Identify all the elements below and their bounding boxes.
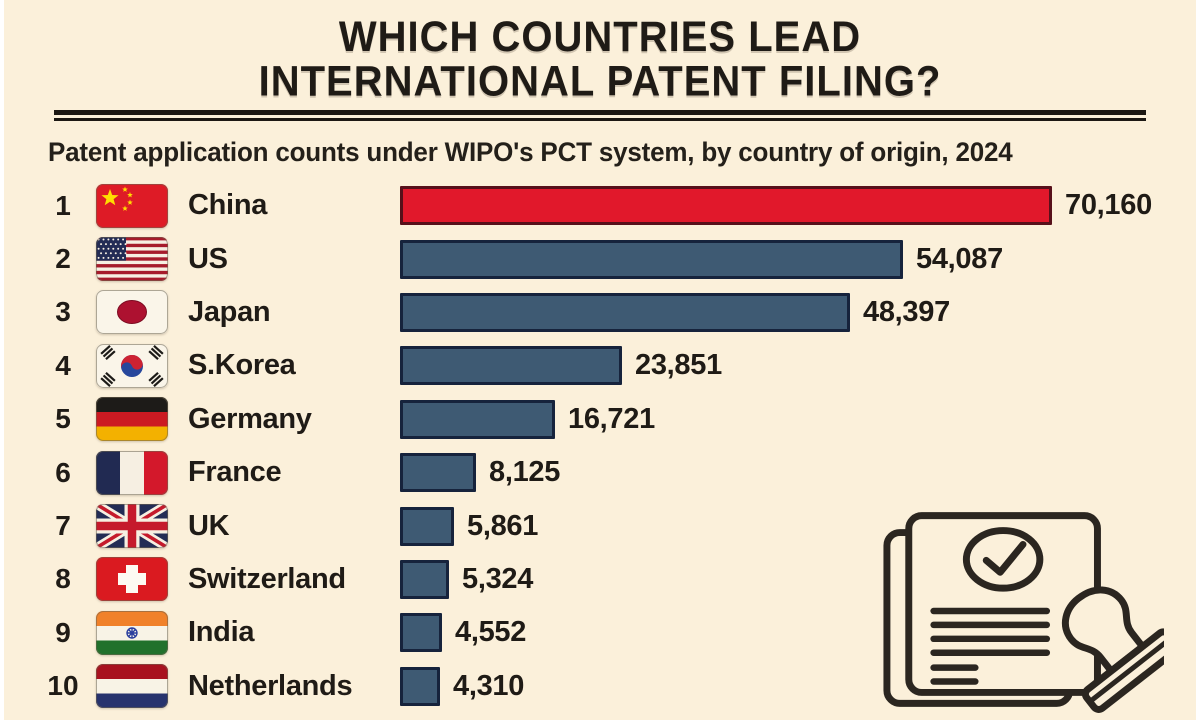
rank-label: 2: [55, 243, 71, 275]
rank-label: 7: [55, 510, 71, 542]
flag-skorea-icon: [96, 343, 168, 388]
value-label: 48,397: [863, 295, 950, 328]
flag-switzerland-icon: [96, 557, 168, 602]
title-divider: [54, 110, 1146, 121]
value-label: 8,125: [489, 456, 561, 489]
bar-cell: 23,851: [400, 346, 1196, 386]
country-label: Germany: [188, 402, 312, 435]
flag-container: [96, 504, 168, 549]
flag-container: [96, 290, 168, 335]
country-label: UK: [188, 509, 230, 542]
flag-china-icon: [96, 183, 168, 228]
flag-japan-icon: [96, 290, 168, 335]
value-bar: [400, 666, 440, 706]
document-approved-stamp-icon: [883, 512, 1164, 713]
value-bar: [400, 613, 442, 653]
country-label: France: [188, 456, 282, 489]
value-bar: [400, 239, 903, 279]
chart-row: 7 UK 5,861: [42, 499, 1196, 552]
flag-container: [96, 183, 168, 228]
value-bar: [400, 453, 476, 493]
value-label: 54,087: [916, 242, 1003, 275]
value-label: 4,552: [455, 616, 527, 649]
flag-container: [96, 397, 168, 442]
chart-row: 6 France 8,125: [42, 446, 1196, 499]
flag-container: [96, 664, 168, 709]
rank-label: 1: [55, 189, 71, 221]
value-label: 5,861: [467, 509, 539, 542]
bar-cell: 48,397: [400, 292, 1196, 332]
value-bar: [400, 399, 555, 439]
country-label: China: [188, 189, 268, 222]
title-line-2: INTERNATIONAL PATENT FILING?: [258, 58, 942, 105]
rank-label: 3: [55, 296, 71, 328]
value-label: 23,851: [635, 349, 722, 382]
flag-us-icon: [96, 237, 168, 282]
infographic-canvas: WHICH COUNTRIES LEAD INTERNATIONAL PATEN…: [4, 0, 1196, 720]
bar-cell: 5,324: [400, 559, 1196, 599]
rank-label: 5: [55, 403, 71, 435]
bar-cell: 16,721: [400, 399, 1196, 439]
bar-cell: 70,160: [400, 186, 1196, 226]
flag-container: [96, 343, 168, 388]
value-label: 5,324: [462, 562, 534, 595]
rank-label: 6: [55, 456, 71, 488]
country-label: US: [188, 242, 228, 275]
bar-cell: 4,552: [400, 613, 1196, 653]
value-bar: [400, 346, 622, 386]
country-label: Netherlands: [188, 669, 353, 702]
flag-container: [96, 610, 168, 655]
rank-label: 10: [47, 670, 79, 702]
flag-india-icon: [96, 610, 168, 655]
flag-france-icon: [96, 450, 168, 495]
divider-thin-rule: [54, 118, 1146, 121]
value-label: 16,721: [568, 402, 655, 435]
divider-thick-rule: [54, 110, 1146, 115]
value-bar: [400, 186, 1052, 226]
chart-row: 5 Germany 16,721: [42, 393, 1196, 446]
chart-row: 2 US 54,087: [42, 232, 1196, 285]
chart-row: 9 India 4,552: [42, 606, 1196, 659]
value-bar: [400, 506, 454, 546]
chart-rows: 1 China 70,160 2 US 54,087 3 Japan 48,397 4 S.…: [4, 179, 1196, 713]
chart-row: 10 Netherlands 4,310: [42, 660, 1196, 713]
bar-cell: 5,861: [400, 506, 1196, 546]
chart-row: 8 Switzerland 5,324: [42, 553, 1196, 606]
country-label: India: [188, 616, 255, 649]
rank-label: 4: [55, 349, 71, 381]
page-title: WHICH COUNTRIES LEAD INTERNATIONAL PATEN…: [4, 0, 1196, 104]
flag-netherlands-icon: [96, 664, 168, 709]
country-label: S.Korea: [188, 349, 296, 382]
rank-label: 9: [55, 616, 71, 648]
chart-subtitle: Patent application counts under WIPO's P…: [48, 136, 1013, 168]
flag-uk-icon: [96, 504, 168, 549]
bar-cell: 4,310: [400, 666, 1196, 706]
title-line-1: WHICH COUNTRIES LEAD: [338, 13, 862, 61]
bar-cell: 8,125: [400, 453, 1196, 493]
chart-row: 3 Japan 48,397: [42, 286, 1196, 339]
flag-container: [96, 450, 168, 495]
bar-cell: 54,087: [400, 239, 1196, 279]
country-label: Japan: [188, 295, 271, 328]
value-label: 4,310: [453, 669, 525, 702]
value-bar: [400, 292, 850, 332]
value-bar: [400, 559, 449, 599]
country-label: Switzerland: [188, 562, 346, 595]
rank-label: 8: [55, 563, 71, 595]
flag-container: [96, 237, 168, 282]
value-label: 70,160: [1065, 189, 1152, 222]
chart-row: 1 China 70,160: [42, 179, 1196, 232]
flag-germany-icon: [96, 397, 168, 442]
flag-container: [96, 557, 168, 602]
chart-row: 4 S.Korea 23,851: [42, 339, 1196, 392]
